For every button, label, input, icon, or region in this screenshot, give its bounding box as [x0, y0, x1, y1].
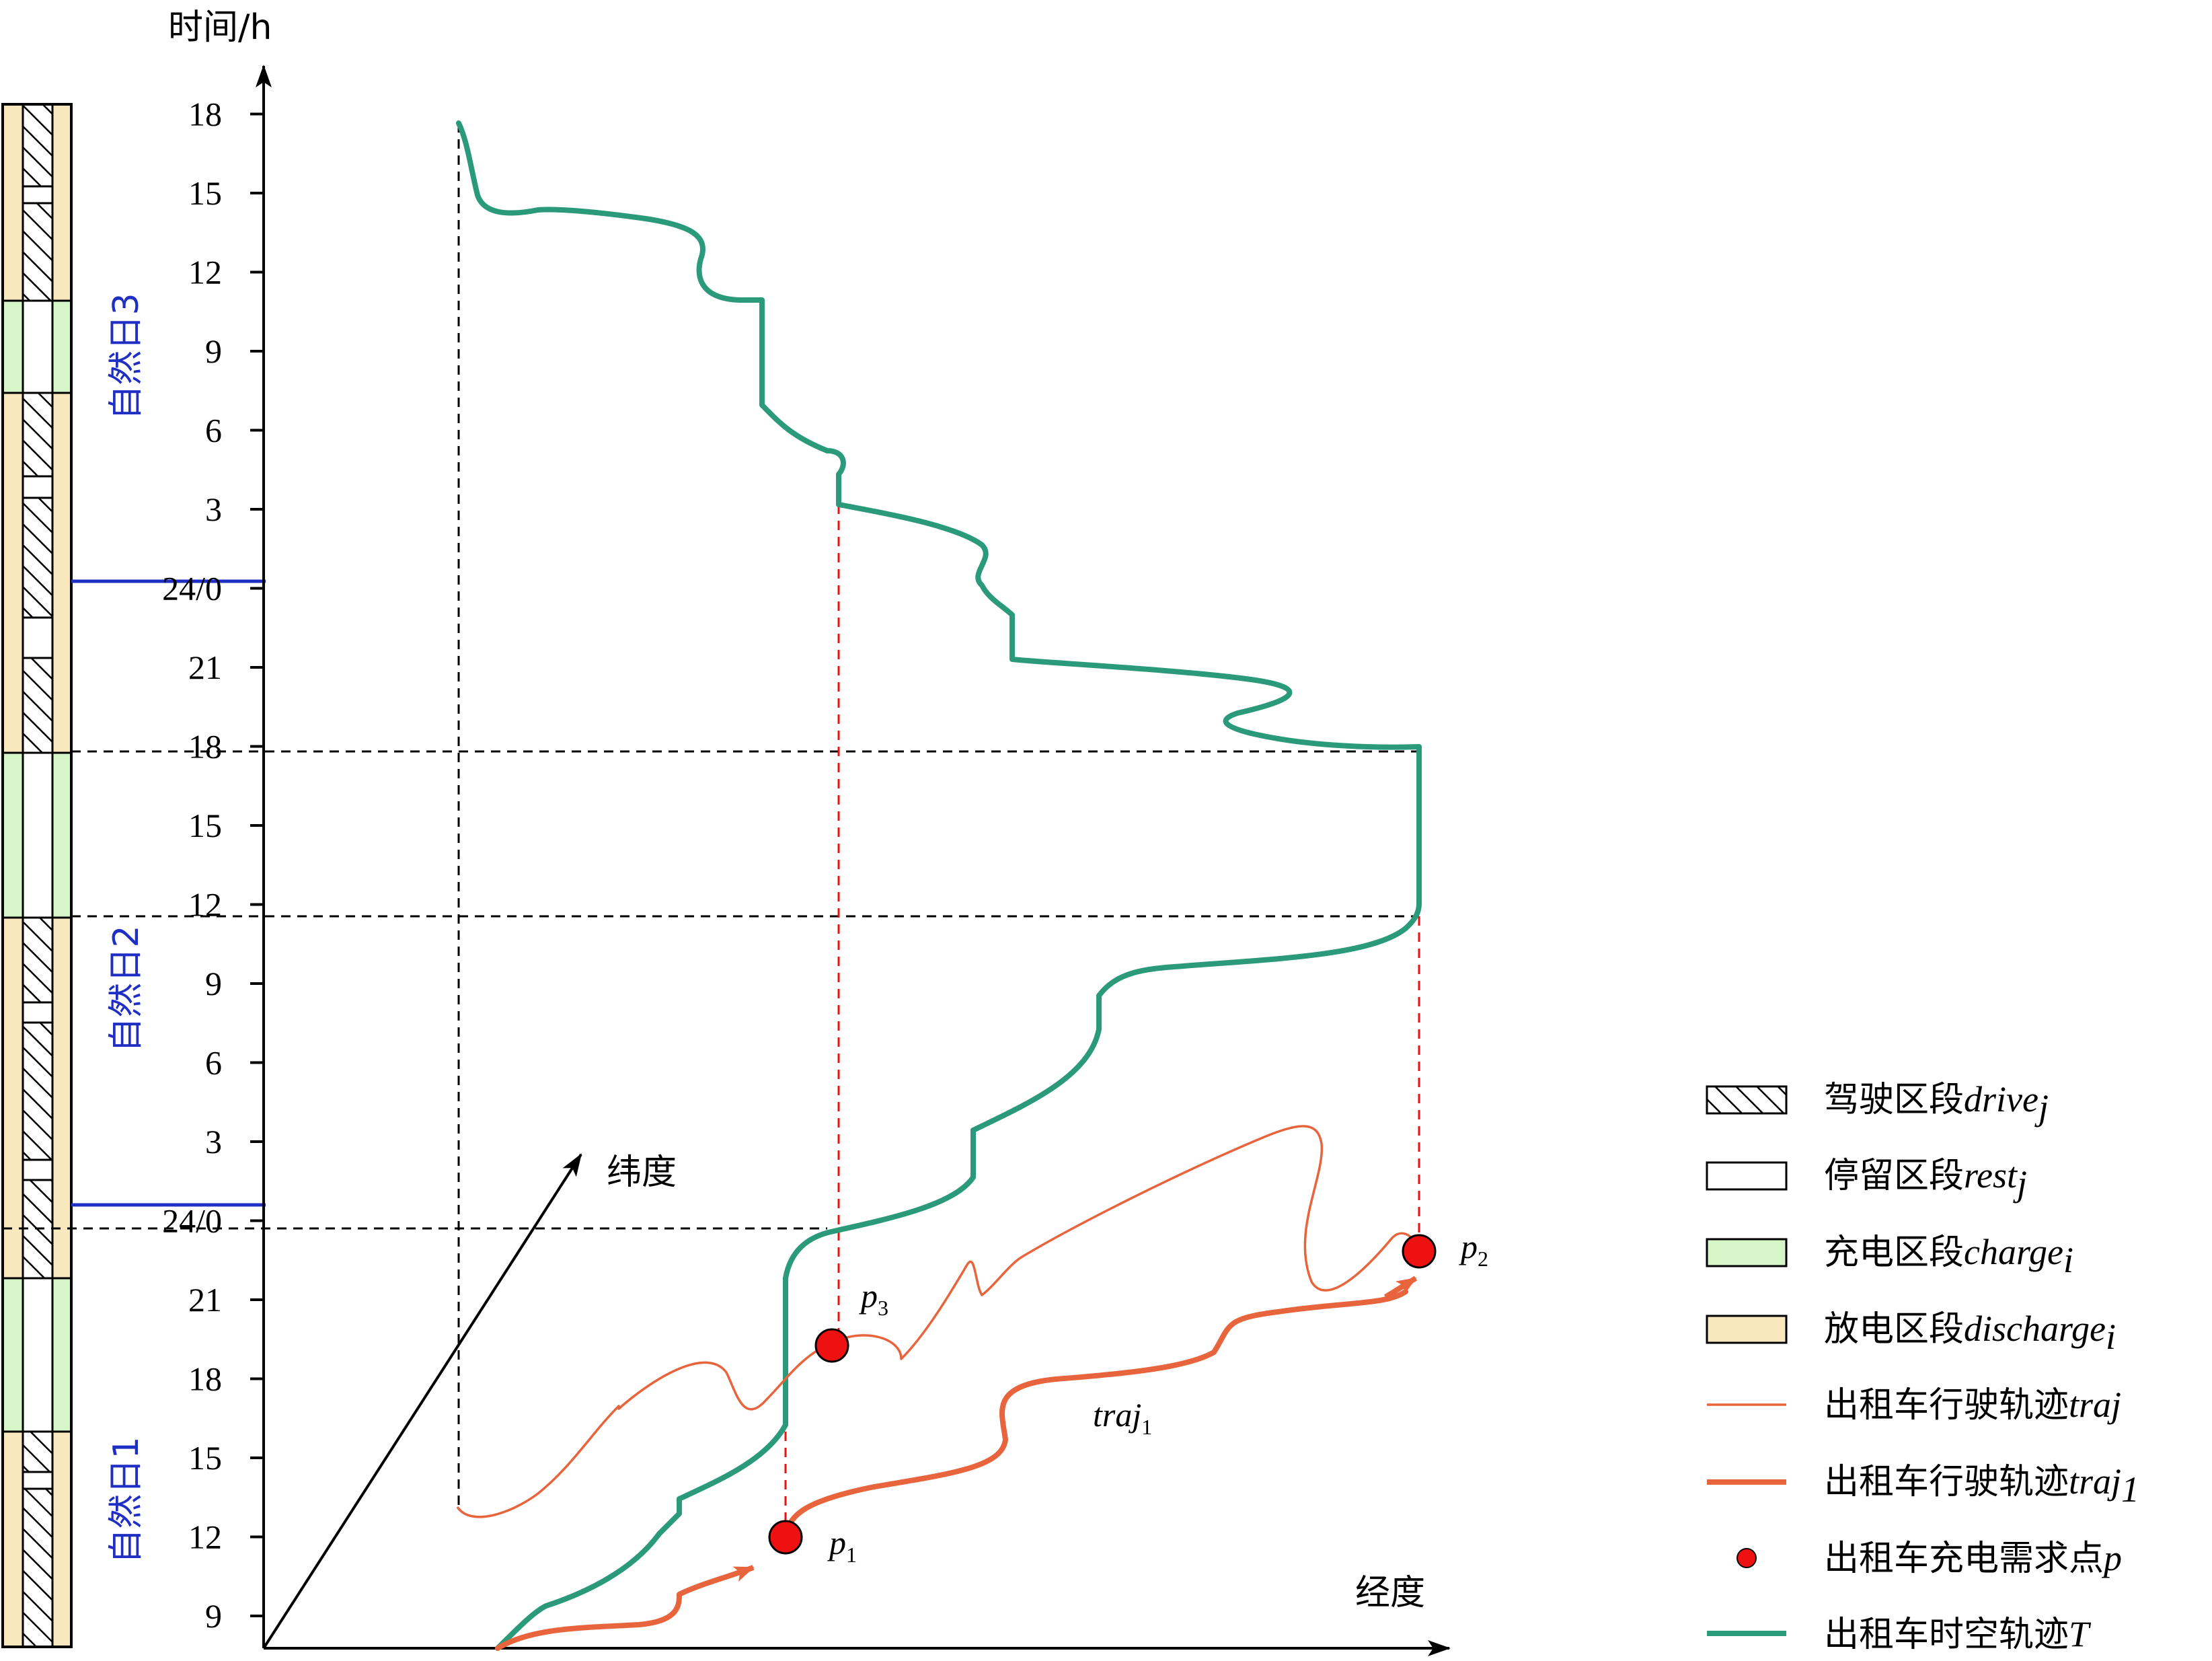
driving-trajectory-traj1: [495, 1592, 682, 1651]
segment-drive: [22, 496, 54, 619]
segment-drive: [22, 103, 54, 188]
legend-label-discharge: 放电区段dischargei: [1824, 1308, 2116, 1357]
legend-item-charge: 充电区段chargei: [1706, 1232, 2073, 1280]
axes: [256, 65, 1451, 1656]
charge-point-p2: [1402, 1234, 1437, 1269]
legend-label-charge: 充电区段chargei: [1824, 1232, 2073, 1280]
segment-drive: [22, 202, 54, 302]
tick-label: 21: [188, 1281, 222, 1319]
segment-drive: [22, 392, 54, 478]
latitude-axis: [262, 1153, 582, 1650]
tick-label: 6: [205, 1044, 222, 1082]
longitude-axis-title: 经度: [1355, 1573, 1425, 1613]
tick-label: 15: [188, 807, 222, 844]
time-ticks: 9 12 15 18 21 24/0 3 6 9 12 15 18 21 24/0 3 6 9 12 15 18: [162, 96, 264, 1635]
legend-swatch-discharge: [1706, 1315, 1788, 1344]
legend-item-traj1: 出租车行驶轨迹traj1: [1707, 1461, 2139, 1510]
segment-rest: [22, 299, 54, 394]
legend-label-T: 出租车时空轨迹T: [1824, 1614, 2092, 1655]
legend-label-traj: 出租车行驶轨迹traj: [1824, 1385, 2121, 1426]
charge-point-p3: [814, 1328, 849, 1363]
day-label-1: 自然日1: [106, 1436, 147, 1563]
legend-item-point: 出租车充电需求点p: [1737, 1538, 2122, 1579]
legend-swatch-charge: [1706, 1238, 1788, 1267]
timeline-bar: [1, 103, 73, 1648]
driving-trajectory-traj1: [1383, 1276, 1418, 1300]
segment-drive: [22, 916, 54, 1004]
tick-label: 18: [188, 96, 222, 133]
day-label-2: 自然日2: [106, 925, 147, 1052]
tick-label: 3: [205, 1123, 222, 1160]
driving-trajectory-traj1: [783, 1289, 1408, 1538]
timeline-inner-column: [22, 103, 54, 1648]
legend: 驾驶区段drivej 停留区段restj 充电区段chargei 放电区段dis…: [1706, 1079, 2139, 1655]
segment-rest: [22, 475, 54, 499]
traj1-label: traj1: [1093, 1396, 1152, 1439]
time-axis-title: 时间/h: [168, 7, 272, 48]
tick-label: 9: [205, 965, 222, 1002]
tick-label: 24/0: [162, 570, 222, 607]
legend-label-point: 出租车充电需求点p: [1824, 1538, 2122, 1579]
legend-swatch-drive: [1706, 1085, 1788, 1115]
segment-rest: [22, 751, 54, 919]
legend-item-rest: 停留区段restj: [1706, 1155, 2027, 1204]
tick-label: 15: [188, 1439, 222, 1477]
tick-label: 24/0: [162, 1202, 222, 1240]
point-label-p1: p1: [827, 1524, 857, 1567]
segment-rest: [22, 1277, 54, 1433]
tick-label: 12: [188, 254, 222, 291]
tick-label: 18: [188, 728, 222, 766]
segment-rest: [22, 1471, 54, 1490]
legend-item-T: 出租车时空轨迹T: [1707, 1614, 2092, 1655]
tick-label: 21: [188, 649, 222, 686]
segment-rest: [22, 1001, 54, 1024]
tick-label: 9: [205, 332, 222, 370]
tick-label: 12: [188, 1518, 222, 1556]
driving-trajectory-traj: [456, 1125, 1420, 1518]
segment-drive: [22, 1021, 54, 1161]
legend-item-discharge: 放电区段dischargei: [1706, 1308, 2116, 1357]
day-label-3: 自然日3: [106, 293, 147, 420]
legend-swatch-point: [1737, 1548, 1757, 1568]
point-label-p3: p3: [859, 1277, 888, 1320]
segment-drive: [22, 1487, 54, 1648]
legend-item-drive: 驾驶区段drivej: [1706, 1079, 2049, 1128]
point-label-p2: p2: [1459, 1228, 1488, 1271]
legend-item-traj: 出租车行驶轨迹traj: [1707, 1385, 2121, 1426]
legend-swatch-rest: [1706, 1161, 1788, 1191]
segment-rest: [22, 1158, 54, 1181]
tick-label: 9: [205, 1597, 222, 1635]
segment-rest: [22, 616, 54, 659]
charge-point-p1: [768, 1520, 803, 1555]
legend-label-traj1: 出租车行驶轨迹traj1: [1824, 1461, 2139, 1510]
spacetime-trajectory-T: [456, 120, 1422, 1651]
segment-drive: [22, 657, 54, 754]
red-guide-lines: [784, 505, 1420, 1535]
segment-drive: [22, 1430, 54, 1473]
charge-demand-points: [768, 1234, 1437, 1555]
timeline-border: [1, 103, 73, 1648]
tick-label: 3: [205, 490, 222, 528]
tick-label: 15: [188, 174, 222, 212]
tick-label: 12: [188, 886, 222, 924]
tick-label: 6: [205, 412, 222, 449]
day-labels: 自然日1 自然日2 自然日3: [106, 293, 147, 1563]
tick-label: 18: [188, 1360, 222, 1398]
legend-label-rest: 停留区段restj: [1824, 1155, 2027, 1204]
segment-rest: [22, 185, 54, 205]
guide-lines: [3, 123, 1419, 1507]
legend-label-drive: 驾驶区段drivej: [1824, 1079, 2049, 1128]
driving-trajectory-traj1: [678, 1565, 755, 1597]
latitude-axis-title: 纬度: [607, 1152, 677, 1193]
